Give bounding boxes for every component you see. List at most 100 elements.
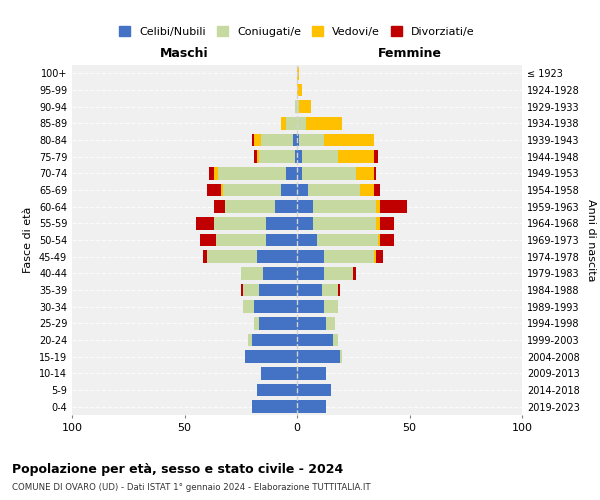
Bar: [281, 117, 286, 130]
Bar: [286, 117, 297, 130]
Y-axis label: Anni di nascita: Anni di nascita: [586, 198, 596, 281]
Bar: [214, 200, 225, 213]
Bar: [297, 350, 340, 363]
Bar: [376, 200, 380, 213]
Bar: [275, 200, 297, 213]
Bar: [209, 167, 214, 179]
Bar: [380, 217, 394, 230]
Bar: [317, 234, 378, 246]
Bar: [337, 150, 373, 163]
Bar: [308, 184, 360, 196]
Bar: [297, 217, 313, 230]
Bar: [261, 367, 297, 380]
Bar: [223, 184, 281, 196]
Bar: [373, 167, 376, 179]
Bar: [297, 134, 299, 146]
Text: Popolazione per età, sesso e stato civile - 2024: Popolazione per età, sesso e stato civil…: [12, 462, 343, 475]
Bar: [297, 67, 299, 80]
Bar: [297, 250, 324, 263]
Bar: [259, 317, 297, 330]
Bar: [297, 267, 324, 280]
Bar: [313, 217, 376, 230]
Bar: [313, 200, 376, 213]
Bar: [254, 150, 257, 163]
Bar: [218, 167, 286, 179]
Bar: [373, 250, 376, 263]
Legend: Celibi/Nubili, Coniugati/e, Vedovi/e, Divorziati/e: Celibi/Nubili, Coniugati/e, Vedovi/e, Di…: [115, 22, 479, 41]
Bar: [265, 217, 297, 230]
Bar: [297, 334, 333, 346]
Bar: [257, 150, 259, 163]
Bar: [257, 384, 297, 396]
Bar: [261, 134, 293, 146]
Bar: [297, 400, 326, 413]
Bar: [241, 284, 243, 296]
Bar: [324, 250, 373, 263]
Bar: [297, 234, 317, 246]
Bar: [259, 150, 295, 163]
Bar: [324, 267, 353, 280]
Bar: [353, 267, 355, 280]
Bar: [297, 384, 331, 396]
Bar: [221, 184, 223, 196]
Bar: [378, 234, 380, 246]
Bar: [297, 300, 324, 313]
Bar: [297, 200, 313, 213]
Bar: [297, 84, 302, 96]
Bar: [297, 100, 299, 113]
Bar: [257, 250, 297, 263]
Bar: [302, 167, 355, 179]
Bar: [243, 284, 259, 296]
Bar: [297, 184, 308, 196]
Bar: [333, 334, 337, 346]
Bar: [380, 200, 407, 213]
Bar: [326, 317, 335, 330]
Bar: [295, 150, 297, 163]
Bar: [241, 267, 263, 280]
Bar: [254, 317, 259, 330]
Bar: [207, 184, 221, 196]
Bar: [214, 167, 218, 179]
Bar: [203, 250, 207, 263]
Bar: [243, 300, 254, 313]
Bar: [355, 167, 373, 179]
Bar: [299, 134, 324, 146]
Bar: [286, 167, 297, 179]
Bar: [252, 400, 297, 413]
Bar: [200, 234, 216, 246]
Bar: [265, 234, 297, 246]
Bar: [340, 350, 342, 363]
Bar: [324, 300, 337, 313]
Bar: [216, 234, 265, 246]
Bar: [380, 234, 394, 246]
Bar: [263, 267, 297, 280]
Bar: [302, 150, 337, 163]
Bar: [295, 100, 297, 113]
Bar: [297, 150, 302, 163]
Bar: [293, 134, 297, 146]
Bar: [337, 284, 340, 296]
Bar: [376, 217, 380, 230]
Bar: [324, 134, 373, 146]
Text: Maschi: Maschi: [160, 47, 209, 60]
Bar: [248, 334, 252, 346]
Bar: [322, 284, 337, 296]
Bar: [252, 334, 297, 346]
Bar: [360, 184, 373, 196]
Bar: [245, 350, 297, 363]
Bar: [254, 134, 261, 146]
Bar: [214, 217, 265, 230]
Bar: [373, 184, 380, 196]
Bar: [299, 100, 311, 113]
Bar: [297, 117, 306, 130]
Text: COMUNE DI OVARO (UD) - Dati ISTAT 1° gennaio 2024 - Elaborazione TUTTITALIA.IT: COMUNE DI OVARO (UD) - Dati ISTAT 1° gen…: [12, 484, 371, 492]
Bar: [252, 134, 254, 146]
Text: Femmine: Femmine: [377, 47, 442, 60]
Bar: [196, 217, 214, 230]
Bar: [297, 317, 326, 330]
Bar: [376, 250, 383, 263]
Bar: [207, 250, 257, 263]
Y-axis label: Fasce di età: Fasce di età: [23, 207, 33, 273]
Bar: [259, 284, 297, 296]
Bar: [281, 184, 297, 196]
